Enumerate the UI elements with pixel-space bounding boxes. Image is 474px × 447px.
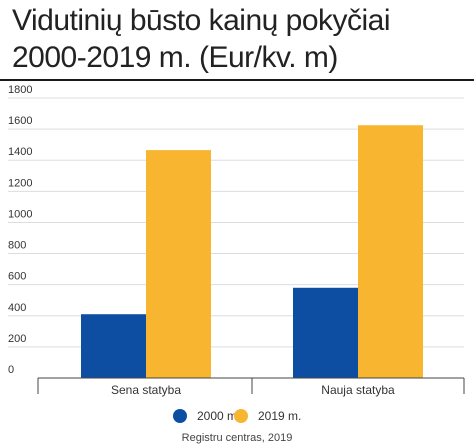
y-tick-label-0: 0 xyxy=(8,364,14,376)
y-tick-label-600: 600 xyxy=(8,271,26,283)
x-category-label-nauja-statyba: Nauja statyba xyxy=(321,383,395,397)
y-tick-label-1400: 1400 xyxy=(8,146,32,158)
y-tick-label-800: 800 xyxy=(8,240,26,252)
x-axis xyxy=(37,377,465,394)
y-tick-label-1800: 1800 xyxy=(8,84,32,96)
bar-2019-sena-statyba xyxy=(146,150,211,378)
title-divider xyxy=(0,79,474,81)
x-axis-labels: Sena statyba Nauja statyba xyxy=(111,383,395,397)
y-tick-label-1000: 1000 xyxy=(8,208,32,220)
x-category-label-sena-statyba: Sena statyba xyxy=(111,383,181,397)
legend-swatch-2019 xyxy=(234,409,248,423)
chart-title-line1: Vidutinių būsto kainų pokyčiai xyxy=(12,4,391,37)
legend-label-2019: 2019 m. xyxy=(258,409,302,423)
legend-swatch-2000 xyxy=(173,409,187,423)
bars xyxy=(81,125,423,378)
y-tick-label-200: 200 xyxy=(8,333,26,345)
legend: 2000 m. 2019 m. xyxy=(0,405,474,427)
bar-2000-sena-statyba xyxy=(81,314,146,378)
legend-item-2019: 2019 m. xyxy=(234,405,301,427)
y-tick-label-400: 400 xyxy=(8,302,26,314)
legend-item-2000: 2000 m. xyxy=(173,405,240,427)
source-note: Registru centras, 2019 xyxy=(181,432,293,444)
y-tick-label-1600: 1600 xyxy=(8,115,32,127)
y-axis-ticks: 0 200 400 600 800 1000 1200 1400 1600 1800 xyxy=(8,84,32,376)
bar-2019-nauja-statyba xyxy=(358,125,423,378)
bar-chart: 0 200 400 600 800 1000 1200 1400 1600 1800 Sena s… xyxy=(8,84,465,397)
y-tick-label-1200: 1200 xyxy=(8,177,32,189)
legend-label-2000: 2000 m. xyxy=(197,409,241,423)
bar-2000-nauja-statyba xyxy=(293,287,358,378)
chart-title-line2: 2000-2019 m. (Eur/kv. m) xyxy=(12,41,338,74)
